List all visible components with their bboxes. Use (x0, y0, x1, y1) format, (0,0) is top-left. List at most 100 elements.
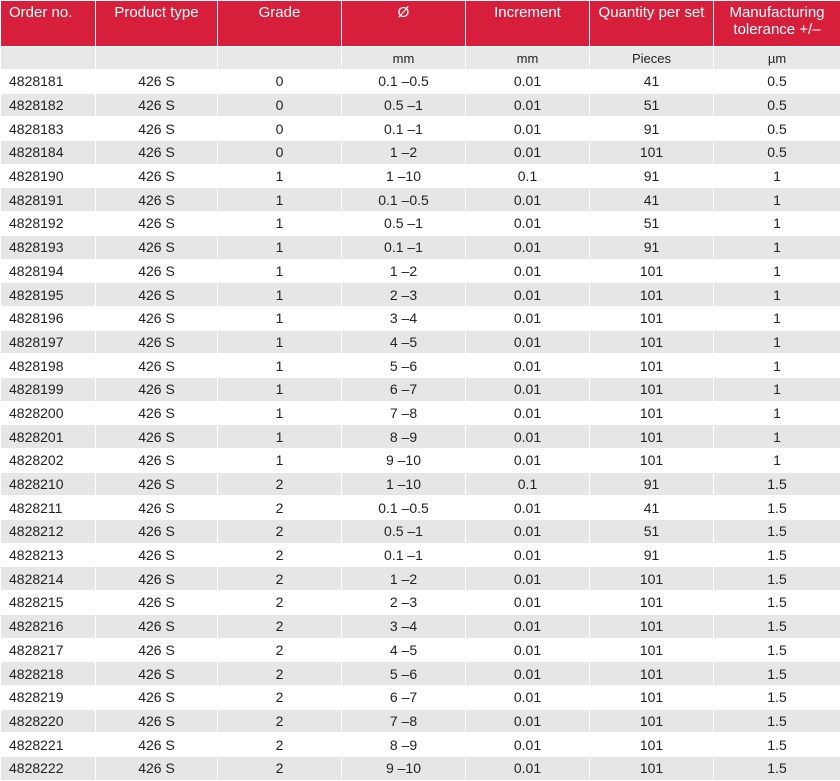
table-cell: 1 (714, 259, 840, 283)
table-cell: 426 S (96, 709, 218, 733)
table-cell: 91 (590, 235, 714, 259)
table-cell: 1 (714, 283, 840, 307)
table-cell: 4828182 (1, 93, 96, 117)
table-cell: 0.1 (466, 164, 590, 188)
column-header: Quantity per set (590, 1, 714, 47)
table-cell: 7 –8 (342, 709, 466, 733)
table-cell: 1.5 (714, 756, 840, 780)
table-cell: 1 (218, 449, 342, 473)
table-cell: 101 (590, 449, 714, 473)
table-cell: 0.1 –0.5 (342, 70, 466, 94)
table-cell: 101 (590, 259, 714, 283)
table-cell: 4828217 (1, 638, 96, 662)
table-cell: 4828202 (1, 449, 96, 473)
table-cell: 0.5 (714, 70, 840, 94)
table-cell: 8 –9 (342, 425, 466, 449)
table-cell: 0.01 (466, 401, 590, 425)
table-cell: 1 (714, 235, 840, 259)
table-cell: 91 (590, 472, 714, 496)
table-cell: 0 (218, 93, 342, 117)
table-cell: 2 (218, 496, 342, 520)
table-cell: 0.5 –1 (342, 520, 466, 544)
table-cell: 5 –6 (342, 354, 466, 378)
table-cell: 2 (218, 520, 342, 544)
table-cell: 101 (590, 283, 714, 307)
table-cell: 1.5 (714, 591, 840, 615)
table-cell: 0.5 (714, 117, 840, 141)
table-cell: 1 (714, 164, 840, 188)
table-cell: 426 S (96, 567, 218, 591)
table-cell: 0.01 (466, 283, 590, 307)
table-cell: 0 (218, 117, 342, 141)
table-cell: 101 (590, 330, 714, 354)
table-cell: 1.5 (714, 496, 840, 520)
column-header: Order no. (1, 1, 96, 47)
table-cell: 426 S (96, 235, 218, 259)
table-cell: 4828211 (1, 496, 96, 520)
table-cell: 101 (590, 591, 714, 615)
table-cell: 4828196 (1, 306, 96, 330)
column-header: Increment (466, 1, 590, 47)
table-cell: 0.01 (466, 70, 590, 94)
table-cell: 2 –3 (342, 591, 466, 615)
table-cell: 0 (218, 70, 342, 94)
unit-cell: mm (466, 47, 590, 70)
table-cell: 1.5 (714, 567, 840, 591)
table-cell: 1 (218, 377, 342, 401)
table-cell: 1 (218, 259, 342, 283)
table-cell: 4828212 (1, 520, 96, 544)
unit-cell (218, 47, 342, 70)
table-cell: 1 –2 (342, 567, 466, 591)
table-cell: 4828181 (1, 70, 96, 94)
unit-cell: µm (714, 47, 840, 70)
table-cell: 0 (218, 141, 342, 165)
table-cell: 4828218 (1, 662, 96, 686)
table-cell: 2 (218, 614, 342, 638)
table-cell: 1 (218, 235, 342, 259)
table-cell: 4828191 (1, 188, 96, 212)
table-cell: 4828222 (1, 756, 96, 780)
table-cell: 101 (590, 141, 714, 165)
table-cell: 1 (714, 425, 840, 449)
table-cell: 2 –3 (342, 283, 466, 307)
table-cell: 2 (218, 472, 342, 496)
table-cell: 101 (590, 733, 714, 757)
unit-cell: Pieces (590, 47, 714, 70)
table-cell: 101 (590, 638, 714, 662)
table-cell: 426 S (96, 425, 218, 449)
table-cell: 2 (218, 638, 342, 662)
table-cell: 101 (590, 662, 714, 686)
table-cell: 91 (590, 164, 714, 188)
table-cell: 4828210 (1, 472, 96, 496)
table-cell: 101 (590, 685, 714, 709)
table-cell: 0.01 (466, 188, 590, 212)
table-cell: 426 S (96, 117, 218, 141)
table-cell: 0.01 (466, 306, 590, 330)
table-cell: 2 (218, 685, 342, 709)
table-cell: 426 S (96, 141, 218, 165)
table-cell: 426 S (96, 306, 218, 330)
table-cell: 1 (218, 164, 342, 188)
table-cell: 4828192 (1, 212, 96, 236)
table-cell: 1 (714, 449, 840, 473)
table-cell: 4828199 (1, 377, 96, 401)
table-cell: 1.5 (714, 520, 840, 544)
table-cell: 7 –8 (342, 401, 466, 425)
table-cell: 1 (714, 330, 840, 354)
table-cell: 0.01 (466, 330, 590, 354)
table-cell: 41 (590, 70, 714, 94)
table-cell: 51 (590, 93, 714, 117)
table-cell: 4828213 (1, 543, 96, 567)
table-cell: 1.5 (714, 543, 840, 567)
table-cell: 426 S (96, 449, 218, 473)
table-cell: 4828193 (1, 235, 96, 259)
